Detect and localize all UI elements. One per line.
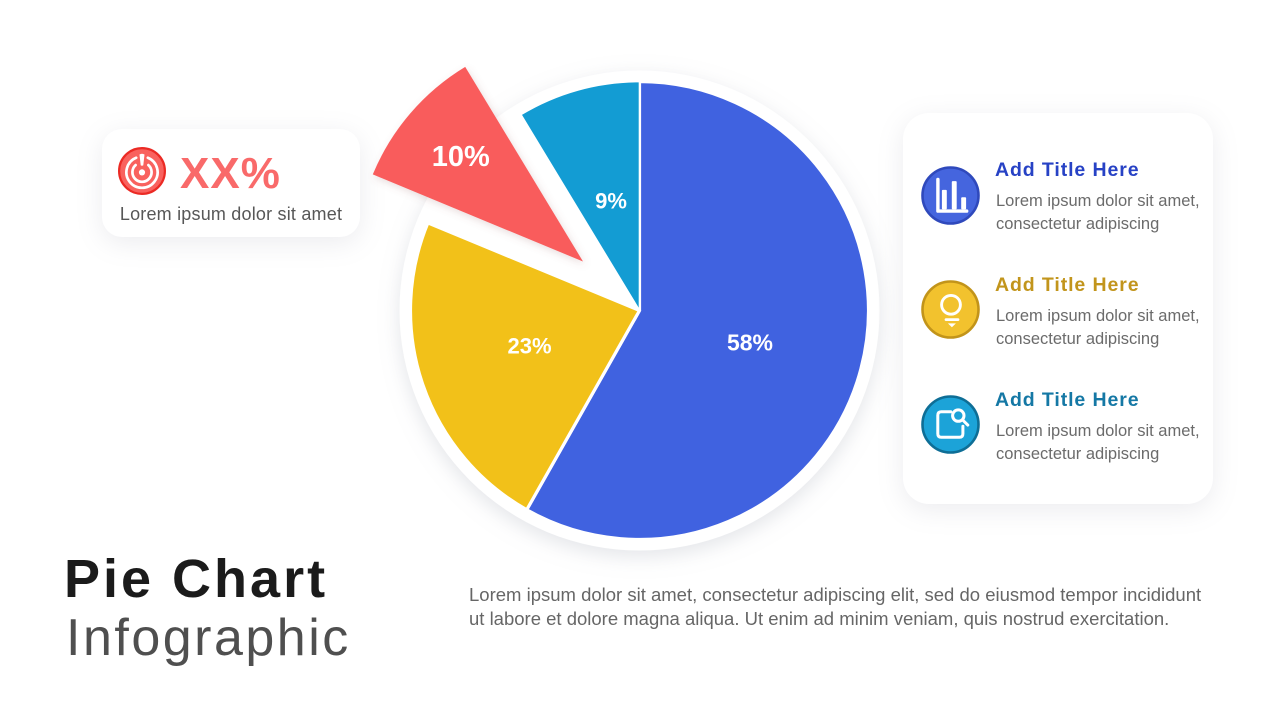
svg-text:9%: 9% [595, 189, 627, 214]
svg-text:10%: 10% [432, 141, 490, 173]
svg-text:23%: 23% [507, 334, 551, 359]
svg-text:58%: 58% [727, 330, 773, 356]
